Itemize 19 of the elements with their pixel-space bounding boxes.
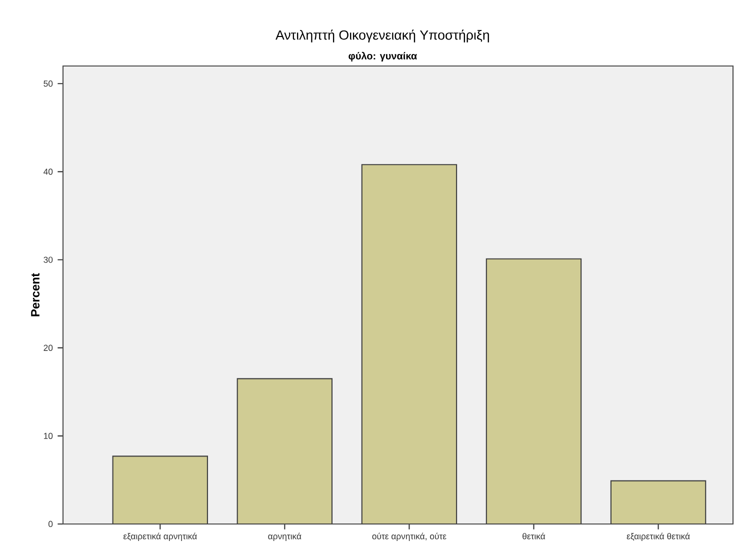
x-tick-label: ούτε αρνητικά, ούτε xyxy=(372,532,446,542)
x-tick-label: αρνητικά xyxy=(268,532,302,542)
y-tick-label: 0 xyxy=(48,520,53,528)
bar xyxy=(361,164,458,524)
y-tick-label: 40 xyxy=(44,168,53,175)
chart-subtitle: φύλο: γυναίκα xyxy=(348,52,417,62)
bar xyxy=(486,258,582,524)
y-tick-label: 10 xyxy=(44,432,53,439)
y-tick-label: 30 xyxy=(44,256,53,263)
y-tick-label: 20 xyxy=(44,344,53,351)
y-tick-label: 50 xyxy=(44,80,53,87)
y-axis-title: Percent xyxy=(31,273,40,316)
bar xyxy=(236,378,333,524)
x-tick-label: εξαιρετικά αρνητικά xyxy=(123,532,197,542)
bar xyxy=(610,480,706,524)
x-tick-label: εξαιρετικά θετικά xyxy=(626,532,690,542)
chart-title: Αντιληπτή Οικογενειακή Υποστήριξη xyxy=(276,30,489,42)
bar xyxy=(112,456,208,524)
x-tick-label: θετικά xyxy=(522,532,546,540)
